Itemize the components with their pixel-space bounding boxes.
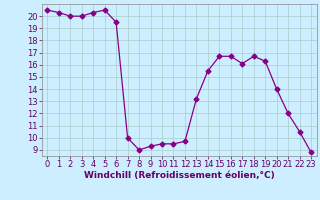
X-axis label: Windchill (Refroidissement éolien,°C): Windchill (Refroidissement éolien,°C) [84, 171, 275, 180]
